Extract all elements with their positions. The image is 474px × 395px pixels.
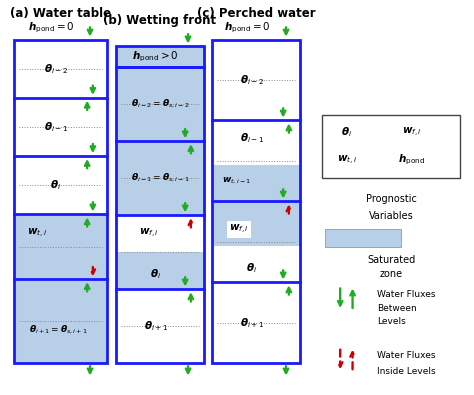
Text: $\boldsymbol{h}_{\mathrm{pond}} = 0$: $\boldsymbol{h}_{\mathrm{pond}} = 0$ [224, 21, 271, 35]
Bar [116, 141, 204, 215]
Text: $\boldsymbol{\theta}_{i}$: $\boldsymbol{\theta}_{i}$ [150, 268, 161, 281]
Text: $\boldsymbol{h}_{\mathrm{pond}}$: $\boldsymbol{h}_{\mathrm{pond}}$ [398, 153, 425, 167]
Text: $\boldsymbol{w}_{f,i}$: $\boldsymbol{w}_{f,i}$ [228, 223, 249, 236]
Text: Inside Levels: Inside Levels [377, 367, 436, 376]
Text: $\boldsymbol{\theta}_{i+1}$: $\boldsymbol{\theta}_{i+1}$ [240, 316, 264, 330]
Text: $\boldsymbol{\theta}_{i}$: $\boldsymbol{\theta}_{i}$ [50, 179, 62, 192]
Text: (a) Water table: (a) Water table [10, 7, 111, 20]
Text: Water Fluxes: Water Fluxes [377, 351, 436, 360]
Text: $\boldsymbol{\theta}_{i-1}$: $\boldsymbol{\theta}_{i-1}$ [240, 132, 264, 145]
Text: Levels: Levels [377, 318, 406, 326]
Text: (b) Wetting front: (b) Wetting front [103, 14, 217, 27]
Text: Saturated: Saturated [367, 255, 415, 265]
Text: $\boldsymbol{\theta}_{i+1} = \boldsymbol{\theta}_{s,i+1}$: $\boldsymbol{\theta}_{i+1} = \boldsymbol… [29, 324, 88, 336]
Bar [322, 115, 460, 178]
Text: $\boldsymbol{\theta}_{i}$: $\boldsymbol{\theta}_{i}$ [246, 261, 257, 275]
Text: (c) Perched water: (c) Perched water [197, 7, 316, 20]
Bar [212, 40, 300, 363]
Text: $\boldsymbol{\theta}_{i-2}$: $\boldsymbol{\theta}_{i-2}$ [240, 73, 264, 87]
Text: $\boldsymbol{\theta}_{i-1} = \boldsymbol{\theta}_{s,i-1}$: $\boldsymbol{\theta}_{i-1} = \boldsymbol… [130, 172, 190, 184]
Text: $\boldsymbol{w}_{f,i}$: $\boldsymbol{w}_{f,i}$ [401, 126, 422, 139]
Text: $\boldsymbol{\theta}_i$: $\boldsymbol{\theta}_i$ [341, 125, 353, 139]
Bar [116, 67, 204, 141]
Bar [212, 165, 300, 201]
Text: $\boldsymbol{h}_{\mathrm{pond}} > 0$: $\boldsymbol{h}_{\mathrm{pond}} > 0$ [132, 50, 179, 64]
Text: $\boldsymbol{w}_{t,i-1}$: $\boldsymbol{w}_{t,i-1}$ [222, 176, 251, 186]
Text: $\boldsymbol{\theta}_{i-2}$: $\boldsymbol{\theta}_{i-2}$ [44, 62, 68, 75]
Text: Between: Between [377, 304, 417, 312]
Text: zone: zone [380, 269, 402, 278]
Text: Variables: Variables [369, 211, 413, 221]
Bar [14, 40, 107, 363]
Text: $\boldsymbol{h}_{\mathrm{pond}} = 0$: $\boldsymbol{h}_{\mathrm{pond}} = 0$ [28, 21, 74, 35]
Bar [116, 67, 204, 363]
Bar [325, 229, 401, 247]
Text: $\boldsymbol{\theta}_{i-1}$: $\boldsymbol{\theta}_{i-1}$ [44, 120, 68, 134]
Bar [116, 47, 204, 67]
Text: $\boldsymbol{\theta}_{i+1}$: $\boldsymbol{\theta}_{i+1}$ [144, 320, 168, 333]
Bar [14, 279, 107, 363]
Text: $\boldsymbol{w}_{t,i}$: $\boldsymbol{w}_{t,i}$ [337, 154, 357, 167]
Text: $\boldsymbol{\theta}_{i-2} = \boldsymbol{\theta}_{s,i-2}$: $\boldsymbol{\theta}_{i-2} = \boldsymbol… [131, 98, 189, 110]
Bar [212, 201, 300, 246]
Bar [14, 214, 107, 279]
Bar [116, 252, 204, 289]
Text: Prognostic: Prognostic [365, 194, 417, 203]
Text: $\boldsymbol{w}_{f,i}$: $\boldsymbol{w}_{f,i}$ [139, 227, 159, 240]
Text: $\boldsymbol{w}_{t,i}$: $\boldsymbol{w}_{t,i}$ [27, 227, 47, 241]
Text: Water Fluxes: Water Fluxes [377, 290, 436, 299]
